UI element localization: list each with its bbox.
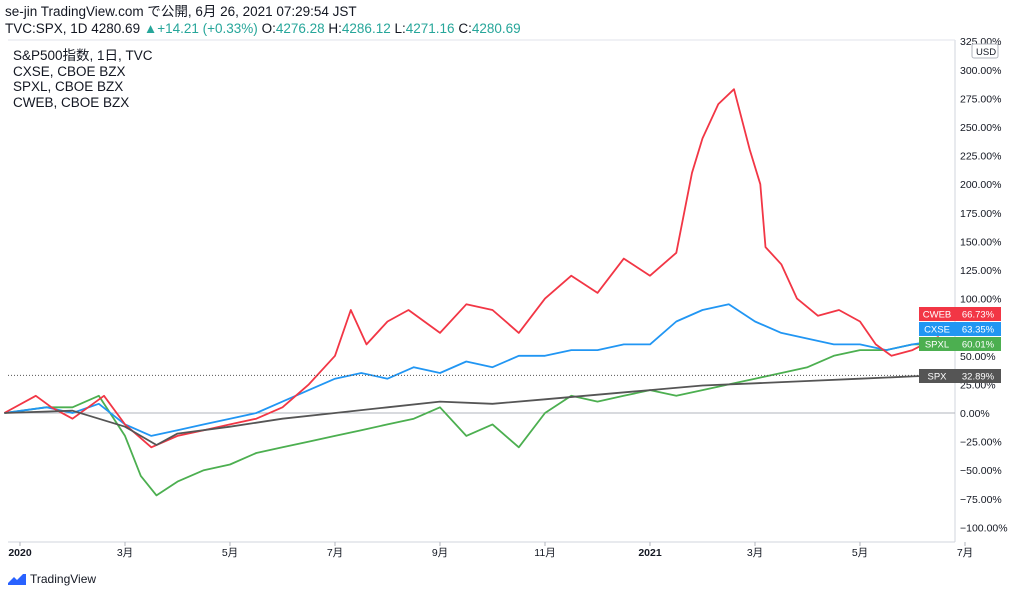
last-value-name-cweb: CWEB: [923, 310, 952, 321]
close-label: C:: [458, 21, 472, 36]
symbol-ohlc: TVC:SPX, 1D 4280.69 ▲+14.21 (+0.33%) O:4…: [5, 20, 521, 37]
currency-label: USD: [976, 47, 996, 58]
y-tick-label: 250.00%: [960, 122, 1001, 134]
series-line-spx: [4, 374, 939, 446]
legend-item-cxse[interactable]: CXSE, CBOE BZX: [13, 63, 126, 79]
brand-label: TradingView: [30, 572, 97, 586]
last-value-spx: 32.89%: [962, 372, 995, 383]
y-tick-label: 225.00%: [960, 151, 1001, 163]
last-value-badge-spx: [955, 369, 1001, 383]
y-tick-label: 275.00%: [960, 93, 1001, 105]
last-value-badge-cxse: [955, 322, 1001, 336]
last-value-name-spx: SPX: [927, 372, 947, 383]
footer: TradingView: [8, 572, 96, 586]
last-value-name-badge-spx: [919, 369, 955, 383]
last-value-name-badge-cxse: [919, 322, 955, 336]
high-value: 4286.12: [341, 21, 391, 36]
legend-item-spxl[interactable]: SPXL, CBOE BZX: [13, 79, 124, 94]
legend: S&P500指数, 1日, TVC CXSE, CBOE BZX SPXL, C…: [13, 48, 153, 110]
x-tick-label: 2021: [638, 547, 662, 559]
series-line-spxl: [4, 343, 939, 497]
x-tick-label: 2020: [8, 547, 32, 559]
header: se-jin TradingView.com で公開, 6月 26, 2021 …: [5, 3, 521, 37]
last-value-cxse: 63.35%: [962, 325, 995, 336]
y-tick-label: 100.00%: [960, 294, 1001, 306]
open-value: 4276.28: [275, 21, 325, 36]
x-tick-label: 9月: [432, 547, 448, 559]
y-tick-label: 200.00%: [960, 179, 1001, 191]
series-line-cxse: [4, 303, 939, 437]
series-line-cweb: [3, 88, 940, 449]
y-tick-label: 150.00%: [960, 236, 1001, 248]
low-value: 4271.16: [405, 21, 455, 36]
high-label: H:: [328, 21, 342, 36]
last-value-cweb: 66.73%: [962, 310, 995, 321]
legend-item-cweb[interactable]: CWEB, CBOE BZX: [13, 94, 130, 110]
last-value-badge-cweb: [955, 307, 1001, 321]
last-value-badge-spxl: [955, 337, 1001, 351]
x-tick-label: 3月: [747, 547, 763, 559]
x-tick-label: 7月: [327, 547, 343, 559]
close-value: 4280.69: [471, 21, 521, 36]
y-tick-label: 125.00%: [960, 265, 1001, 277]
x-tick-label: 7月: [957, 547, 973, 559]
y-tick-label: −50.00%: [960, 465, 1002, 477]
x-tick-label: 5月: [852, 547, 868, 559]
y-tick-label: 300.00%: [960, 65, 1001, 77]
low-label: L:: [394, 21, 406, 36]
publish-info: se-jin TradingView.com で公開, 6月 26, 2021 …: [5, 4, 357, 19]
last-value-name-badge-cweb: [919, 307, 955, 321]
last-value-name-spxl: SPXL: [925, 340, 949, 351]
symbol-price: TVC:SPX, 1D 4280.69: [5, 21, 141, 36]
change-value: +14.21 (+0.33%): [157, 21, 258, 36]
open-label: O:: [261, 21, 276, 36]
x-tick-label: 5月: [222, 547, 238, 559]
last-value-spxl: 60.01%: [962, 340, 995, 351]
currency-badge: [971, 43, 999, 59]
y-tick-label: −100.00%: [960, 522, 1008, 534]
last-value-name-cxse: CXSE: [924, 325, 950, 336]
change-arrow-icon: ▲: [143, 21, 158, 36]
last-value-name-badge-spxl: [919, 337, 955, 351]
y-tick-label: −25.00%: [960, 437, 1002, 449]
tradingview-logo-icon: [8, 574, 26, 585]
legend-item-spx[interactable]: S&P500指数, 1日, TVC: [13, 48, 153, 63]
y-tick-label: 175.00%: [960, 208, 1001, 220]
y-tick-label: −75.00%: [960, 494, 1002, 506]
y-tick-label: 0.00%: [960, 408, 990, 420]
y-tick-label: 50.00%: [960, 351, 996, 363]
x-tick-label: 3月: [117, 547, 133, 559]
x-tick-label: 11月: [534, 547, 555, 559]
